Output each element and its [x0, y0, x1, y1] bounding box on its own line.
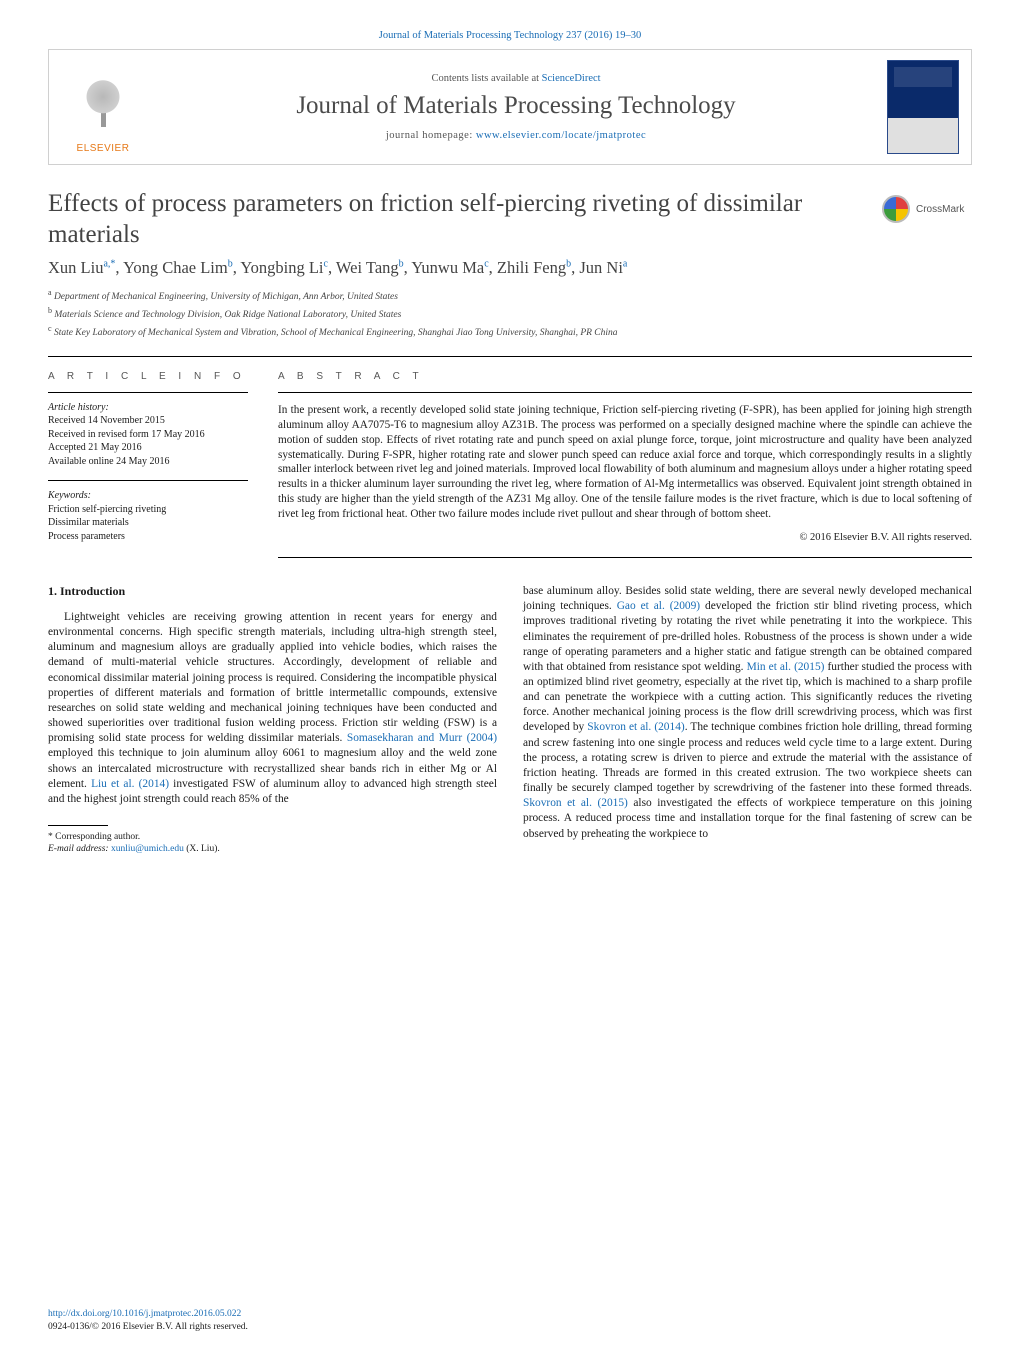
header-center: Contents lists available at ScienceDirec… [159, 73, 873, 141]
citation-link[interactable]: Min et al. (2015) [747, 661, 825, 673]
affil-link[interactable]: a [623, 259, 627, 270]
title-row: Effects of process parameters on frictio… [48, 189, 972, 250]
citation-link[interactable]: Skovron et al. (2015) [523, 797, 628, 809]
footnote-rule [48, 825, 108, 826]
affil-link[interactable]: c [484, 259, 488, 270]
info-rule [48, 480, 248, 481]
corresponding-label: * Corresponding author. [48, 831, 497, 843]
email-link[interactable]: xunliu@umich.edu [111, 844, 184, 854]
doi-block: http://dx.doi.org/10.1016/j.jmatprotec.2… [48, 1308, 248, 1333]
author: Zhili Fengb [497, 258, 571, 277]
crossmark-badge[interactable]: CrossMark [882, 195, 972, 223]
abstract-column: A B S T R A C T In the present work, a r… [278, 357, 972, 558]
email-line: E-mail address: xunliu@umich.edu (X. Liu… [48, 843, 497, 855]
sciencedirect-link[interactable]: ScienceDirect [542, 73, 601, 84]
keyword: Friction self-piercing riveting [48, 503, 248, 517]
history-item: Received in revised form 17 May 2016 [48, 428, 248, 442]
top-citation-link[interactable]: Journal of Materials Processing Technolo… [379, 30, 641, 41]
keywords-label: Keywords: [48, 489, 248, 503]
keyword: Process parameters [48, 530, 248, 544]
article-history: Article history: Received 14 November 20… [48, 401, 248, 469]
abstract-text: In the present work, a recently develope… [278, 403, 972, 522]
author: Yong Chae Limb [123, 258, 233, 277]
author: Wei Tangb [336, 258, 404, 277]
info-rule [48, 392, 248, 393]
abstract-copyright: © 2016 Elsevier B.V. All rights reserved… [278, 532, 972, 543]
body-paragraph: Lightweight vehicles are receiving growi… [48, 610, 497, 807]
article-title: Effects of process parameters on frictio… [48, 189, 870, 250]
abstract-heading: A B S T R A C T [278, 371, 972, 382]
contents-line: Contents lists available at ScienceDirec… [159, 73, 873, 84]
homepage-line: journal homepage: www.elsevier.com/locat… [159, 130, 873, 141]
issn-copyright: 0924-0136/© 2016 Elsevier B.V. All right… [48, 1321, 248, 1333]
author: Xun Liua,* [48, 258, 115, 277]
separator [278, 557, 972, 558]
citation-link[interactable]: Gao et al. (2009) [617, 600, 700, 612]
keywords-block: Keywords: Friction self-piercing rivetin… [48, 489, 248, 543]
affiliation-c: c State Key Laboratory of Mechanical Sys… [48, 324, 972, 340]
body-columns: 1. Introduction Lightweight vehicles are… [48, 584, 972, 856]
author: Yongbing Lic [240, 258, 328, 277]
affiliation-b: b Materials Science and Technology Divis… [48, 306, 972, 322]
journal-title: Journal of Materials Processing Technolo… [159, 92, 873, 120]
section-heading: 1. Introduction [48, 584, 497, 600]
journal-cover-thumbnail[interactable] [887, 60, 959, 154]
elsevier-logo[interactable]: ELSEVIER [61, 60, 145, 154]
article-info-heading: A R T I C L E I N F O [48, 371, 248, 382]
journal-homepage-link[interactable]: www.elsevier.com/locate/jmatprotec [476, 130, 646, 141]
history-label: Article history: [48, 401, 248, 415]
doi-link[interactable]: http://dx.doi.org/10.1016/j.jmatprotec.2… [48, 1309, 241, 1319]
top-citation: Journal of Materials Processing Technolo… [48, 30, 972, 41]
history-item: Received 14 November 2015 [48, 414, 248, 428]
journal-header: ELSEVIER Contents lists available at Sci… [48, 49, 972, 165]
author: Jun Nia [579, 258, 627, 277]
affil-link[interactable]: b [228, 259, 233, 270]
abstract-rule [278, 392, 972, 393]
publisher-label: ELSEVIER [77, 143, 130, 154]
author-list: Xun Liua,*, Yong Chae Limb, Yongbing Lic… [48, 258, 972, 278]
body-paragraph: base aluminum alloy. Besides solid state… [523, 584, 972, 842]
affil-link[interactable]: c [324, 259, 328, 270]
affil-link[interactable]: b [566, 259, 571, 270]
author: Yunwu Mac [411, 258, 488, 277]
elsevier-tree-icon [75, 73, 131, 139]
crossmark-label: CrossMark [916, 204, 964, 215]
article-info-column: A R T I C L E I N F O Article history: R… [48, 357, 248, 558]
crossmark-icon [882, 195, 910, 223]
body-column-left: 1. Introduction Lightweight vehicles are… [48, 584, 497, 856]
citation-link[interactable]: Somasekharan and Murr (2004) [347, 732, 497, 744]
keyword: Dissimilar materials [48, 516, 248, 530]
citation-link[interactable]: Skovron et al. (2014) [587, 721, 684, 733]
history-item: Available online 24 May 2016 [48, 455, 248, 469]
history-item: Accepted 21 May 2016 [48, 441, 248, 455]
citation-link[interactable]: Liu et al. (2014) [91, 778, 169, 790]
affiliation-a: a Department of Mechanical Engineering, … [48, 288, 972, 304]
affil-link[interactable]: a,* [103, 259, 115, 270]
info-abstract-row: A R T I C L E I N F O Article history: R… [48, 357, 972, 558]
body-column-right: base aluminum alloy. Besides solid state… [523, 584, 972, 856]
corresponding-author-footnote: * Corresponding author. E-mail address: … [48, 831, 497, 856]
affil-link[interactable]: b [399, 259, 404, 270]
